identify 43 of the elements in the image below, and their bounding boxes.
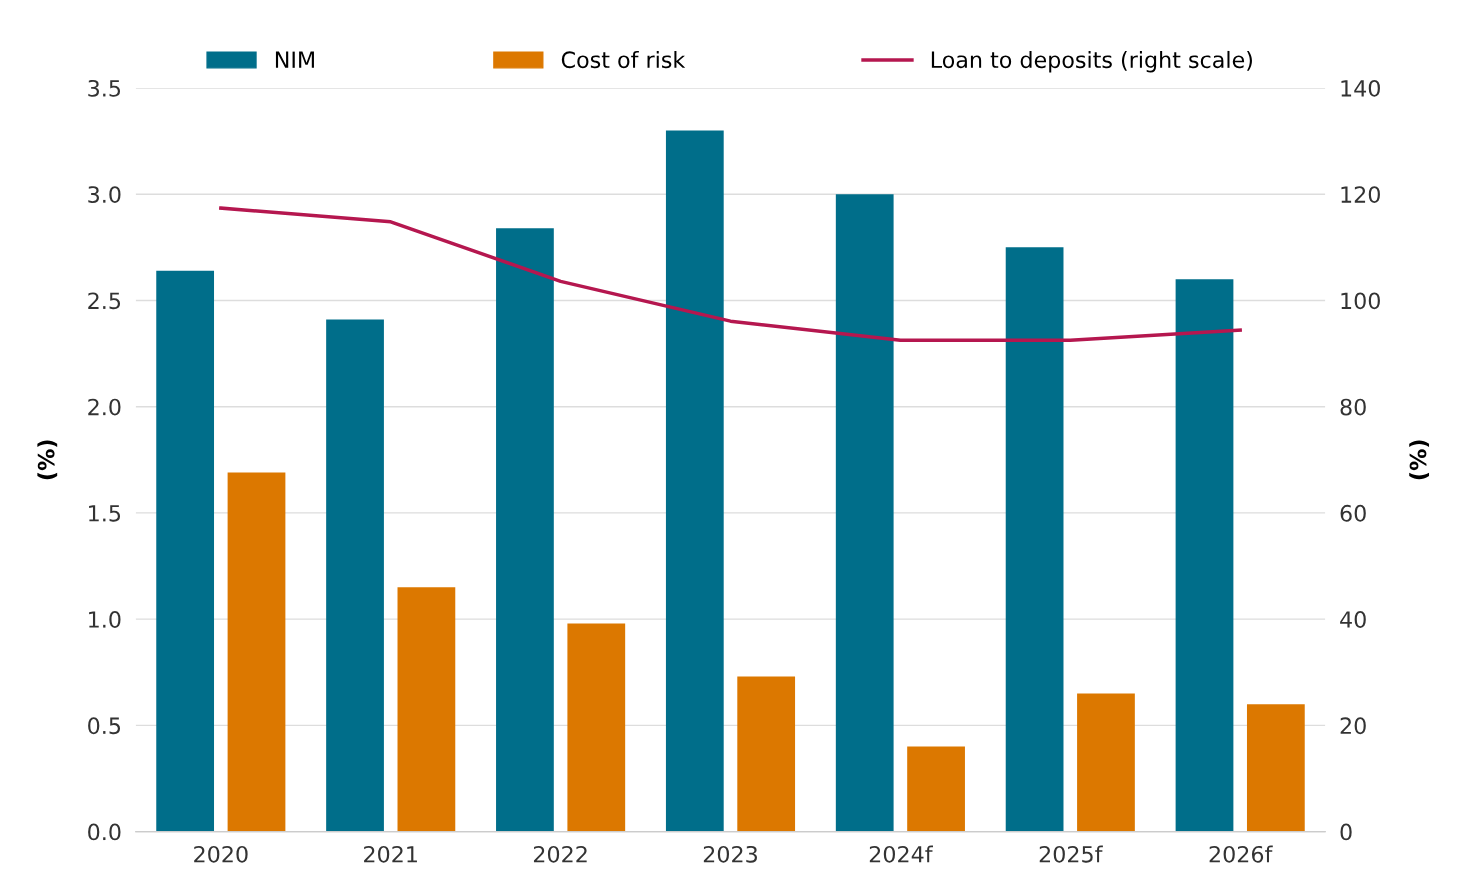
bar [567,623,626,832]
y2-tick-label: 0 [1340,823,1352,841]
bar [835,194,894,832]
y-axis-title: (%) [37,440,58,480]
bar [907,746,965,832]
y2-tick-label: 40 [1340,611,1366,628]
legend-label: Loan to deposits (right scale) [931,50,1252,73]
y2-tick-label: 140 [1341,79,1380,97]
x-tick-label: 2022 [533,845,587,863]
y2-tick-label: 120 [1341,186,1380,203]
bar [1246,704,1305,832]
legend-label: NIM [275,51,314,68]
bar [156,270,215,832]
bar [1077,693,1135,832]
y2-tick-label: 80 [1340,398,1366,416]
bar [496,228,554,832]
bar [326,319,384,832]
y2-axis-title: (%) [1409,440,1430,480]
x-tick-label: 2026f [1209,845,1273,863]
y-tick-label: 2.5 [88,292,121,310]
bar [1005,247,1064,832]
x-tick-label: 2025f [1039,845,1103,863]
x-tick-label: 2021 [364,845,417,863]
y2-tick-label: 100 [1341,292,1380,310]
y2-tick-label: 60 [1340,504,1366,522]
x-tick-label: 2024f [869,845,933,863]
x-tick-label: 2023 [703,845,757,863]
y-tick-label: 0.5 [88,717,121,735]
x-tick-label: 2020 [194,845,248,863]
y-tick-label: 1.0 [89,611,121,628]
bar [1175,279,1234,832]
line-series [219,206,1242,343]
y2-tick-label: 20 [1340,717,1366,735]
bar [227,472,286,832]
y-tick-label: 0.0 [88,823,121,841]
y-tick-label: 1.5 [89,505,121,522]
y-tick-label: 3.5 [88,79,121,97]
bar [665,130,724,832]
legend-label: Cost of risk [561,50,686,69]
bar [737,676,796,832]
y-tick-label: 3.0 [88,186,121,203]
bar [397,587,456,832]
y-tick-label: 2.0 [88,398,121,416]
